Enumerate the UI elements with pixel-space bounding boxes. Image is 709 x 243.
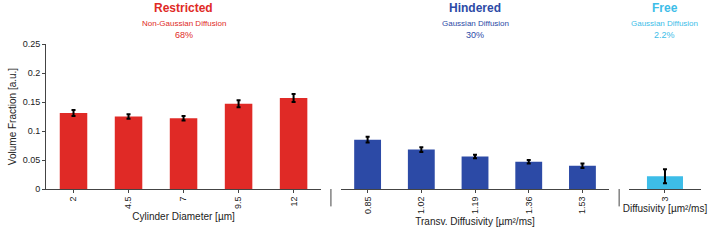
svg-text:0.85: 0.85 — [363, 197, 373, 215]
svg-text:Non-Gaussian Diffusion: Non-Gaussian Diffusion — [142, 19, 226, 28]
svg-text:9.5: 9.5 — [233, 197, 243, 210]
svg-text:4.5: 4.5 — [123, 197, 133, 210]
svg-text:Volume Fraction [a.u.]: Volume Fraction [a.u.] — [7, 68, 18, 165]
svg-text:Restricted: Restricted — [154, 1, 213, 15]
svg-text:2.2%: 2.2% — [654, 30, 675, 40]
svg-text:Hindered: Hindered — [449, 1, 501, 15]
svg-text:1.36: 1.36 — [524, 197, 534, 215]
svg-text:Gaussian Diffusion: Gaussian Diffusion — [631, 19, 698, 28]
svg-text:1.53: 1.53 — [577, 197, 587, 215]
svg-text:0.1: 0.1 — [28, 126, 41, 136]
svg-text:Transv. Diffusivity [µm²/ms]: Transv. Diffusivity [µm²/ms] — [415, 216, 535, 227]
svg-text:0.2: 0.2 — [28, 68, 41, 78]
svg-text:2: 2 — [68, 197, 78, 202]
svg-text:7: 7 — [178, 197, 188, 202]
svg-text:12: 12 — [289, 197, 299, 207]
svg-text:3: 3 — [660, 197, 670, 202]
svg-text:0.25: 0.25 — [23, 39, 41, 49]
svg-text:Diffusivity [µm²/ms]: Diffusivity [µm²/ms] — [623, 203, 708, 214]
svg-text:1.19: 1.19 — [470, 197, 480, 215]
svg-text:Gaussian Diffusion: Gaussian Diffusion — [442, 19, 509, 28]
svg-text:Cylinder Diameter [µm]: Cylinder Diameter [µm] — [132, 211, 235, 222]
svg-text:0: 0 — [35, 184, 40, 194]
svg-text:1.02: 1.02 — [416, 197, 426, 215]
svg-text:30%: 30% — [466, 30, 484, 40]
svg-text:0.05: 0.05 — [23, 155, 41, 165]
svg-text:Free: Free — [652, 1, 678, 15]
svg-text:0.15: 0.15 — [23, 97, 41, 107]
svg-text:68%: 68% — [175, 30, 193, 40]
